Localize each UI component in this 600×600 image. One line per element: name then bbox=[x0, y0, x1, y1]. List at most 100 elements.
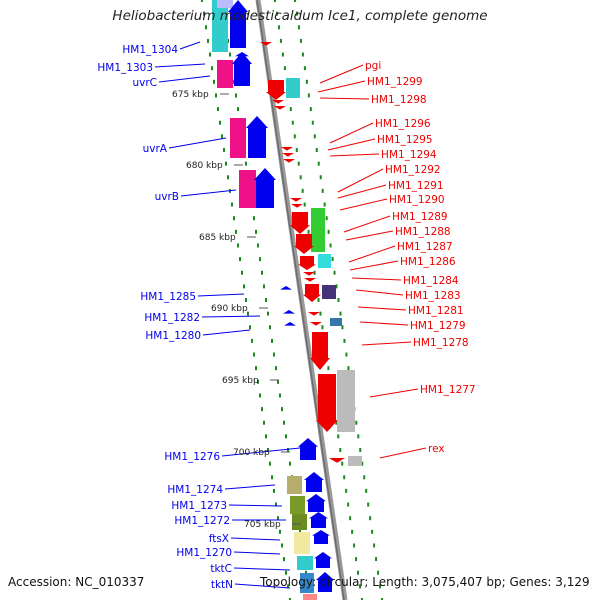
feature-category-box[interactable] bbox=[217, 0, 233, 8]
track-guide-dot bbox=[213, 79, 215, 84]
gene-label-hm1-1278[interactable]: HM1_1278 bbox=[413, 337, 469, 349]
gene-label-hm1-1272[interactable]: HM1_1272 bbox=[174, 515, 230, 527]
track-guide-dot bbox=[323, 202, 326, 207]
gene-label-ftsx[interactable]: ftsX bbox=[209, 533, 229, 545]
gene-label-uvrc[interactable]: uvrC bbox=[132, 77, 157, 89]
gene-label-hm1-1299[interactable]: HM1_1299 bbox=[367, 76, 423, 88]
gene-arrow-hm1-1289[interactable] bbox=[294, 234, 314, 254]
feature-category-box[interactable] bbox=[217, 60, 233, 88]
gene-label-hm1-1286[interactable]: HM1_1286 bbox=[400, 256, 456, 268]
gene-arrow-hm1-1296[interactable] bbox=[281, 147, 293, 151]
gene-arrow-hm1-1283[interactable] bbox=[308, 312, 320, 316]
track-guide-dot bbox=[245, 161, 247, 166]
gene-label-hm1-1274[interactable]: HM1_1274 bbox=[167, 484, 223, 496]
feature-category-box[interactable] bbox=[348, 456, 362, 466]
feature-category-box[interactable] bbox=[286, 78, 300, 98]
gene-label-hm1-1284[interactable]: HM1_1284 bbox=[403, 275, 459, 287]
gene-arrow-hm1-1303[interactable] bbox=[232, 52, 252, 86]
track-guide-dot bbox=[294, 0, 296, 2]
gene-arrow-uvra[interactable] bbox=[246, 116, 268, 158]
feature-category-box[interactable] bbox=[337, 370, 355, 432]
gene-label-hm1-1290[interactable]: HM1_1290 bbox=[389, 194, 445, 206]
feature-category-box[interactable] bbox=[212, 0, 228, 52]
gene-arrow-hm1-1276[interactable] bbox=[298, 438, 318, 460]
gene-label-hm1-1296[interactable]: HM1_1296 bbox=[375, 118, 431, 130]
gene-label-hm1-1287[interactable]: HM1_1287 bbox=[397, 241, 453, 253]
gene-label-hm1-1292[interactable]: HM1_1292 bbox=[385, 164, 441, 176]
gene-arrow-hm1-1291[interactable] bbox=[291, 204, 303, 208]
gene-label-hm1-1304[interactable]: HM1_1304 bbox=[122, 44, 178, 56]
gene-label-hm1-1276[interactable]: HM1_1276 bbox=[164, 451, 220, 463]
gene-arrow-hm1-1288[interactable] bbox=[298, 256, 316, 270]
gene-arrow-hm1-1294[interactable] bbox=[283, 159, 295, 163]
gene-label-hm1-1289[interactable]: HM1_1289 bbox=[392, 211, 448, 223]
gene-arrow-hm1-1270[interactable] bbox=[314, 552, 332, 568]
gene-label-uvra[interactable]: uvrA bbox=[143, 143, 168, 155]
gene-arrow-hm1-1277[interactable] bbox=[316, 374, 338, 432]
feature-category-box[interactable] bbox=[290, 496, 305, 514]
gene-label-uvrb[interactable]: uvrB bbox=[155, 191, 179, 203]
track-guide-dot bbox=[373, 543, 376, 548]
label-leader-line bbox=[179, 41, 201, 50]
gene-label-hm1-1298[interactable]: HM1_1298 bbox=[371, 94, 427, 106]
feature-category-box[interactable] bbox=[287, 476, 302, 494]
gene-arrow-tktc[interactable] bbox=[316, 572, 334, 592]
gene-arrow-hm1-1292[interactable] bbox=[290, 198, 302, 202]
gene-arrow-ftsx[interactable] bbox=[312, 530, 330, 544]
feature-category-box[interactable] bbox=[230, 118, 246, 158]
gene-label-hm1-1273[interactable]: HM1_1273 bbox=[171, 500, 227, 512]
gene-label-hm1-1288[interactable]: HM1_1288 bbox=[395, 226, 451, 238]
gene-arrow-uvrb[interactable] bbox=[254, 168, 276, 208]
gene-arrow-rex[interactable] bbox=[329, 458, 345, 463]
feature-category-box[interactable] bbox=[318, 254, 331, 268]
feature-category-box[interactable] bbox=[297, 556, 313, 570]
gene-arrow-hm1-1290[interactable] bbox=[290, 212, 310, 234]
track-guide-dot bbox=[285, 434, 287, 439]
gene-arrow-hm1-1304[interactable] bbox=[228, 0, 248, 48]
gene-arrow-hm1-1274[interactable] bbox=[304, 472, 324, 492]
gene-arrow-hm1-1287[interactable] bbox=[303, 272, 315, 276]
gene-arrow-hm1-1280[interactable] bbox=[284, 322, 296, 326]
gene-label-hm1-1281[interactable]: HM1_1281 bbox=[408, 305, 464, 317]
gene-label-hm1-1285[interactable]: HM1_1285 bbox=[140, 291, 196, 303]
gene-arrow-hm1-1298[interactable] bbox=[274, 106, 286, 110]
gene-label-hm1-1270[interactable]: HM1_1270 bbox=[176, 547, 232, 559]
gene-arrow-pgi[interactable] bbox=[266, 80, 286, 100]
feature-category-box[interactable] bbox=[292, 514, 307, 530]
gene-arrow-hm1-1299[interactable] bbox=[272, 100, 284, 104]
track-guide-dot bbox=[283, 420, 285, 425]
gene-label-hm1-1295[interactable]: HM1_1295 bbox=[377, 134, 433, 146]
gene-label-hm1-1277[interactable]: HM1_1277 bbox=[420, 384, 476, 396]
gene-arrow-hm1-1295[interactable] bbox=[282, 153, 294, 157]
feature-category-box[interactable] bbox=[300, 573, 314, 593]
gene-label-hm1-1282[interactable]: HM1_1282 bbox=[144, 312, 200, 324]
gene-label-rex[interactable]: rex bbox=[428, 443, 445, 455]
gene-label-hm1-1283[interactable]: HM1_1283 bbox=[405, 290, 461, 302]
gene-label-hm1-1294[interactable]: HM1_1294 bbox=[381, 149, 437, 161]
gene-arrow-hm1-1284[interactable] bbox=[303, 284, 321, 302]
gene-label-tktc[interactable]: tktC bbox=[210, 563, 232, 575]
feature-category-box[interactable] bbox=[322, 285, 336, 299]
gene-arrow-hm1-1272[interactable] bbox=[309, 512, 328, 528]
gene-label-hm1-1279[interactable]: HM1_1279 bbox=[410, 320, 466, 332]
feature-category-box[interactable] bbox=[239, 170, 256, 208]
track-guide-dot bbox=[219, 120, 221, 125]
gene-arrow-hm1-1281[interactable] bbox=[310, 322, 322, 326]
gene-label-tktn[interactable]: tktN bbox=[211, 579, 233, 591]
gene-label-hm1-1303[interactable]: HM1_1303 bbox=[97, 62, 153, 74]
track-guide-dot bbox=[343, 338, 346, 343]
gene-arrow-hm1-1273[interactable] bbox=[306, 494, 326, 512]
gene-arrow-small[interactable] bbox=[260, 42, 272, 46]
feature-category-box[interactable] bbox=[311, 208, 325, 252]
gene-arrow-hm1-1282[interactable] bbox=[283, 310, 295, 314]
feature-category-box[interactable] bbox=[330, 318, 342, 326]
gene-arrow-hm1-1285[interactable] bbox=[280, 286, 292, 290]
gene-label-pgi[interactable]: pgi bbox=[365, 60, 381, 72]
gene-label-hm1-1280[interactable]: HM1_1280 bbox=[145, 330, 201, 342]
feature-category-box[interactable] bbox=[303, 594, 317, 600]
gene-arrow-hm1-1279[interactable] bbox=[310, 332, 330, 370]
gene-arrow-small[interactable] bbox=[235, 52, 249, 57]
gene-arrow-hm1-1286[interactable] bbox=[304, 278, 316, 282]
gene-label-hm1-1291[interactable]: HM1_1291 bbox=[388, 180, 444, 192]
feature-category-box[interactable] bbox=[294, 532, 310, 554]
